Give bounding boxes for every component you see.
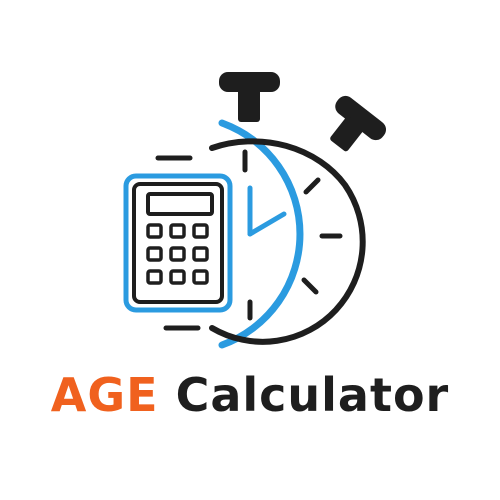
clock-tick-marks xyxy=(242,149,343,321)
wordmark-calculator: Calculator xyxy=(175,368,450,422)
motion-lines xyxy=(155,155,201,331)
stopwatch-crown-icon xyxy=(219,72,280,122)
calculator-display xyxy=(146,192,214,216)
stopwatch-outer-ring xyxy=(218,119,304,349)
logo-wordmark: AGE Calculator xyxy=(0,372,500,418)
clock-hands xyxy=(247,185,287,237)
stopwatch-face-ring xyxy=(209,138,366,345)
calculator-keys xyxy=(146,223,209,285)
stopwatch-side-button-icon xyxy=(330,95,387,152)
wordmark-age: AGE xyxy=(50,368,159,422)
calculator-icon xyxy=(123,173,233,313)
